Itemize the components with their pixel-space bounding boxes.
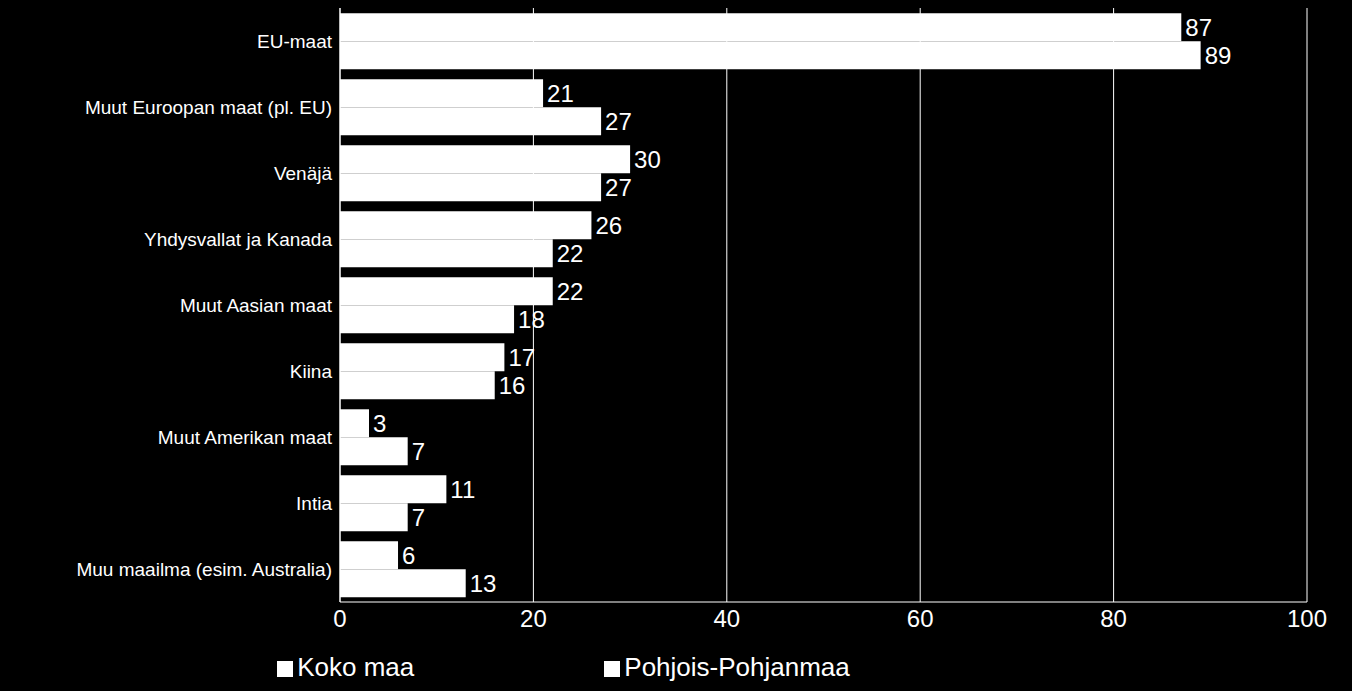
svg-text:22: 22 xyxy=(557,278,584,305)
svg-text:16: 16 xyxy=(499,372,526,399)
svg-text:21: 21 xyxy=(547,80,574,107)
html-text:Pohjois-Pohjanmaa: Pohjois-Pohjanmaa xyxy=(624,652,850,682)
svg-text:Muut Euroopan maat (pl. EU): Muut Euroopan maat (pl. EU) xyxy=(85,97,332,118)
svg-text:87: 87 xyxy=(1185,14,1212,41)
svg-text:Muut Aasian maat: Muut Aasian maat xyxy=(180,295,333,316)
svg-text:13: 13 xyxy=(470,570,497,597)
svg-text:60: 60 xyxy=(907,605,934,632)
svg-text:3: 3 xyxy=(373,410,386,437)
svg-text:EU-maat: EU-maat xyxy=(257,31,333,52)
svg-text:Kiina: Kiina xyxy=(290,361,333,382)
svg-text:20: 20 xyxy=(520,605,547,632)
svg-text:22: 22 xyxy=(557,240,584,267)
svg-text:40: 40 xyxy=(713,605,740,632)
html-text:Koko maa: Koko maa xyxy=(297,652,415,682)
svg-text:0: 0 xyxy=(333,605,346,632)
svg-text:100: 100 xyxy=(1287,605,1327,632)
svg-text:7: 7 xyxy=(412,438,425,465)
svg-text:11: 11 xyxy=(450,476,475,503)
svg-text:Venäjä: Venäjä xyxy=(274,163,333,184)
svg-text:Yhdysvallat ja Kanada: Yhdysvallat ja Kanada xyxy=(144,229,332,250)
svg-text:89: 89 xyxy=(1205,42,1232,69)
svg-text:Muu maailma (esim. Australia): Muu maailma (esim. Australia) xyxy=(76,559,332,580)
svg-text:Muut Amerikan maat: Muut Amerikan maat xyxy=(158,427,333,448)
svg-text:26: 26 xyxy=(595,212,622,239)
svg-text:6: 6 xyxy=(402,542,415,569)
svg-text:7: 7 xyxy=(412,504,425,531)
svg-text:30: 30 xyxy=(634,146,661,173)
svg-text:80: 80 xyxy=(1100,605,1127,632)
svg-text:27: 27 xyxy=(605,108,632,135)
svg-text:Intia: Intia xyxy=(296,493,332,514)
svg-text:27: 27 xyxy=(605,174,632,201)
svg-text:18: 18 xyxy=(518,306,545,333)
svg-text:17: 17 xyxy=(508,344,535,371)
